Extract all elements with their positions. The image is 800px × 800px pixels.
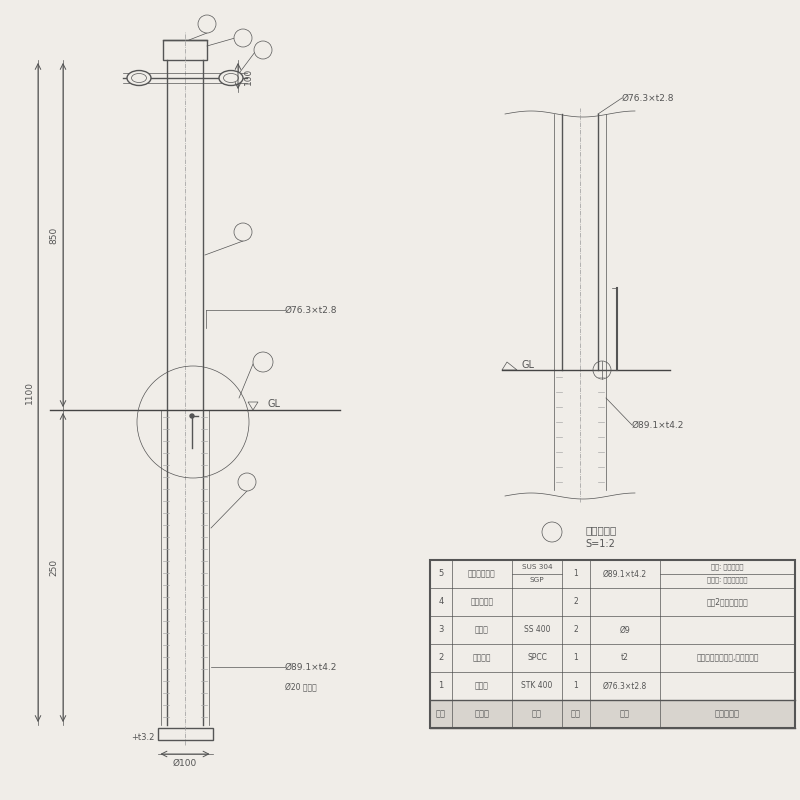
Text: Ø76.3×t2.8: Ø76.3×t2.8: [603, 682, 647, 690]
Text: A: A: [260, 357, 266, 367]
Text: 850: 850: [50, 226, 58, 244]
Text: STK 400: STK 400: [522, 682, 553, 690]
Text: 備　　　考: 備 考: [715, 710, 740, 718]
Text: 1: 1: [240, 227, 246, 237]
Text: 規格: 規格: [620, 710, 630, 718]
Text: A: A: [549, 527, 555, 537]
Text: GL: GL: [522, 360, 535, 370]
Text: 100: 100: [243, 67, 253, 85]
Text: 2: 2: [204, 19, 210, 29]
Bar: [430, 560, 795, 728]
Text: 個数: 個数: [571, 710, 581, 718]
Text: Ø9: Ø9: [620, 626, 630, 634]
Text: 3: 3: [260, 46, 266, 54]
Text: 部　詳細図: 部 詳細図: [585, 525, 616, 535]
Text: 1: 1: [574, 654, 578, 662]
Bar: [158, 728, 213, 740]
Circle shape: [238, 473, 256, 491]
Text: 5: 5: [438, 570, 444, 578]
Text: 4: 4: [240, 34, 246, 42]
Text: フック: フック: [475, 626, 489, 634]
Text: SS 400: SS 400: [524, 626, 550, 634]
Text: 電気亜鎉メッキ後,焦付け外装: 電気亜鎉メッキ後,焦付け外装: [696, 654, 758, 662]
Circle shape: [253, 352, 273, 372]
Text: t2: t2: [621, 654, 629, 662]
Text: 品　名: 品 名: [474, 710, 490, 718]
Bar: [430, 700, 795, 728]
Text: SUS 304: SUS 304: [522, 564, 552, 570]
Text: 上下2箇所貼り付け: 上下2箇所貼り付け: [706, 598, 748, 606]
Text: Ø89.1×t4.2: Ø89.1×t4.2: [285, 662, 338, 671]
Text: S=1:2: S=1:2: [585, 539, 615, 549]
Text: +t3.2: +t3.2: [131, 733, 154, 742]
Text: Ø100: Ø100: [173, 758, 197, 767]
Text: 2: 2: [574, 626, 578, 634]
Text: SGP: SGP: [530, 577, 544, 583]
Text: フタ: ステンレス: フタ: ステンレス: [711, 564, 744, 570]
Text: SPCC: SPCC: [527, 654, 547, 662]
Text: 1100: 1100: [25, 381, 34, 404]
Text: 250: 250: [50, 559, 58, 576]
Text: 2: 2: [438, 654, 444, 662]
Circle shape: [254, 41, 272, 59]
Text: 支　柱: 支 柱: [475, 682, 489, 690]
Text: 1: 1: [438, 682, 444, 690]
Circle shape: [198, 15, 216, 33]
Text: フタ付き挙管: フタ付き挙管: [468, 570, 496, 578]
Ellipse shape: [127, 70, 151, 86]
Text: 番号: 番号: [436, 710, 446, 718]
Text: GL: GL: [267, 399, 280, 409]
Text: Ø76.3×t2.8: Ø76.3×t2.8: [285, 306, 338, 314]
Circle shape: [542, 522, 562, 542]
Circle shape: [234, 29, 252, 47]
Text: ケース: 溌犁張身仕樣: ケース: 溌犁張身仕樣: [707, 577, 748, 583]
Text: Ø20 木指大: Ø20 木指大: [285, 682, 317, 691]
Bar: [163, 40, 207, 60]
Circle shape: [190, 414, 194, 418]
Text: 4: 4: [438, 598, 444, 606]
Text: Ø89.1×t4.2: Ø89.1×t4.2: [603, 570, 647, 578]
Ellipse shape: [219, 70, 243, 86]
Text: Ø76.3×t2.8: Ø76.3×t2.8: [622, 94, 674, 102]
Text: 5: 5: [244, 478, 250, 486]
Text: 住名シール: 住名シール: [470, 598, 494, 606]
Text: 3: 3: [438, 626, 444, 634]
Text: 材質: 材質: [532, 710, 542, 718]
Text: キャップ: キャップ: [473, 654, 491, 662]
Text: 1: 1: [574, 682, 578, 690]
Circle shape: [234, 223, 252, 241]
Text: Ø89.1×t4.2: Ø89.1×t4.2: [632, 421, 684, 430]
Text: 2: 2: [574, 598, 578, 606]
Text: 1: 1: [574, 570, 578, 578]
